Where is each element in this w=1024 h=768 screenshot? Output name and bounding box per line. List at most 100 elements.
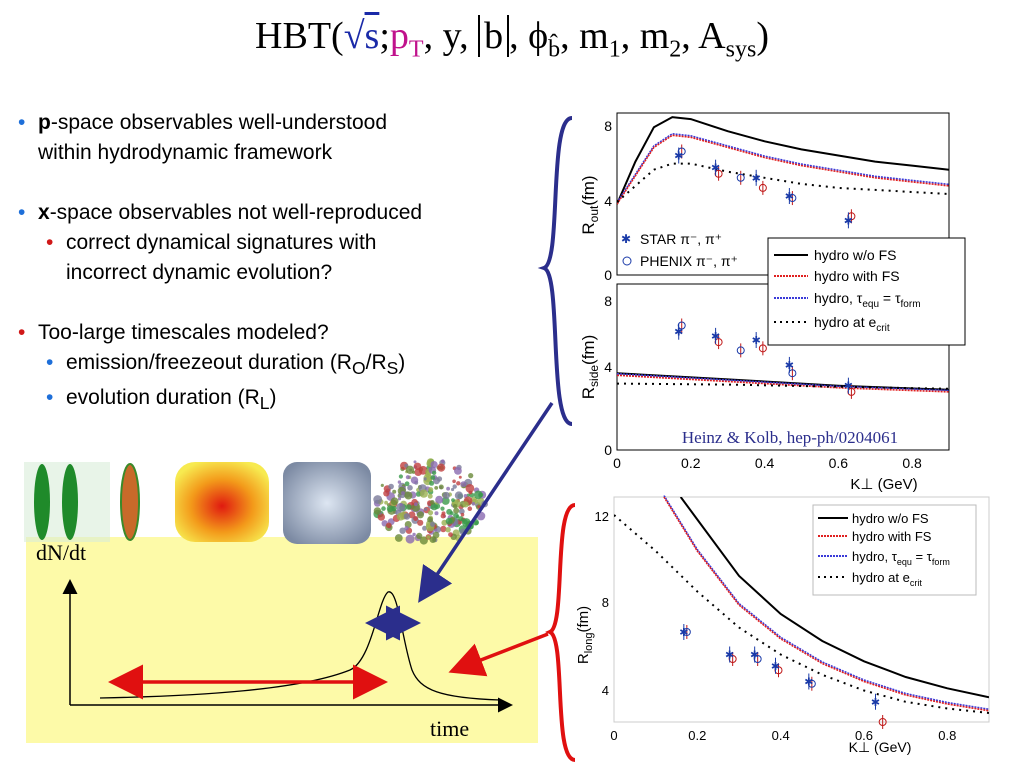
particle (397, 497, 402, 501)
rlong-legend-box (812, 504, 977, 596)
phenix-point (878, 718, 887, 726)
particle (467, 506, 473, 512)
dndt-label: dN/dt (36, 540, 86, 565)
particle (446, 486, 450, 491)
sub-text-2: incorrect dynamic evolution? (66, 261, 333, 284)
particle (412, 532, 416, 537)
bullet-bold: p (38, 111, 51, 134)
evolution-images (24, 458, 488, 545)
bullet-dot-icon: • (18, 111, 26, 134)
rside-xlabel: K⊥ (GeV) (850, 476, 917, 493)
particle (380, 483, 384, 487)
particle (414, 468, 423, 476)
particle (413, 516, 419, 521)
sub-mid: /R (365, 351, 387, 374)
particle (417, 519, 424, 526)
star-point: ✱ (711, 331, 720, 343)
particle (413, 460, 417, 464)
particle (405, 534, 415, 544)
particle (458, 508, 465, 515)
rlong-ylabel: Rlong(fm) (575, 606, 595, 664)
particle (430, 521, 436, 527)
sub-post: ) (269, 386, 277, 410)
title-hbt: HBT( (255, 15, 344, 57)
sub-bullet: • correct dynamical signatures with incorr… (38, 228, 556, 288)
title-sys: sys (725, 36, 757, 63)
nucleus-right (62, 464, 78, 540)
title-p: p (389, 15, 409, 57)
particle (460, 481, 467, 488)
title-one: 1 (608, 36, 621, 63)
star-point: ✱ (750, 650, 759, 662)
particle (440, 525, 447, 533)
series-line-hydro-at-e-crit (614, 514, 989, 714)
series-line-hydro-with-fs (617, 374, 949, 393)
legend-phenix-marker (622, 256, 632, 266)
xtick-label: 0.2 (688, 728, 706, 743)
illustration-panel (26, 537, 538, 743)
bullet-dot-icon: • (18, 321, 26, 344)
particle (427, 516, 433, 523)
rside-ytick: 0 (604, 442, 612, 458)
bullet-dot-icon: • (46, 231, 54, 254)
particle (441, 459, 445, 464)
particle (427, 493, 433, 499)
particle (451, 498, 455, 502)
sub-bullet-emission: • emission/freezeout duration (RO/RS) (38, 348, 556, 383)
page-title: HBT(√s;pT, y, b, ϕb̂, m1, m2, Asys) (0, 14, 1024, 64)
nucleus-left (34, 464, 50, 540)
particle (433, 477, 440, 485)
particle (401, 491, 405, 496)
legend-star-marker: ✱ (621, 232, 631, 246)
particle (399, 527, 406, 534)
sub-s: S (386, 358, 399, 379)
particle (468, 473, 474, 479)
particle (403, 513, 411, 520)
phenix-point (736, 346, 745, 355)
star-point: ✱ (771, 661, 780, 673)
title-sep: ; (379, 15, 390, 57)
phenix-point (736, 173, 745, 182)
particle (428, 487, 434, 493)
rlong-ytick: 8 (602, 595, 609, 610)
legend-ecrit: hydro at ecrit (814, 314, 890, 334)
particle (399, 503, 403, 507)
star-point: ✱ (785, 360, 794, 372)
legend-ecrit: hydro at ecrit (852, 570, 922, 588)
xtick-label: 0 (613, 455, 621, 471)
series-line-hydro-w-o-fs (679, 497, 989, 699)
particle (453, 507, 460, 514)
title-m2: , m (620, 15, 670, 57)
particle (452, 504, 458, 509)
particle (405, 465, 415, 474)
series-line-hydro-tau (617, 132, 949, 204)
particle (437, 463, 446, 472)
rout-ytick: 4 (604, 193, 612, 209)
star-point: ✱ (679, 627, 688, 639)
legend-fs: hydro with FS (814, 268, 900, 284)
title-m: , m (560, 15, 609, 57)
series-line-hydro-with-fs (663, 497, 989, 712)
title-y: , y, (423, 15, 479, 57)
particle (442, 491, 450, 500)
particle (426, 535, 431, 539)
star-point: ✱ (711, 163, 720, 175)
particle (431, 470, 437, 475)
xtick-label: 0.8 (902, 455, 922, 471)
sub-list: • correct dynamical signatures with incorr… (38, 228, 556, 288)
particle (449, 511, 454, 516)
particle (474, 520, 479, 526)
particle (429, 500, 435, 505)
sub-list: • emission/freezeout duration (RO/RS) • ev… (38, 348, 556, 418)
particle (386, 505, 394, 513)
rside-ytick: 4 (604, 359, 612, 375)
particle (445, 527, 451, 533)
particle (396, 502, 406, 512)
particle (396, 512, 405, 521)
time-label: time (430, 716, 469, 741)
particle (478, 492, 484, 498)
title-two: 2 (669, 36, 682, 63)
legend-star: STAR π⁻, π⁺ (640, 231, 722, 247)
particle (390, 497, 399, 506)
series-line-hydro-tau (663, 495, 989, 711)
